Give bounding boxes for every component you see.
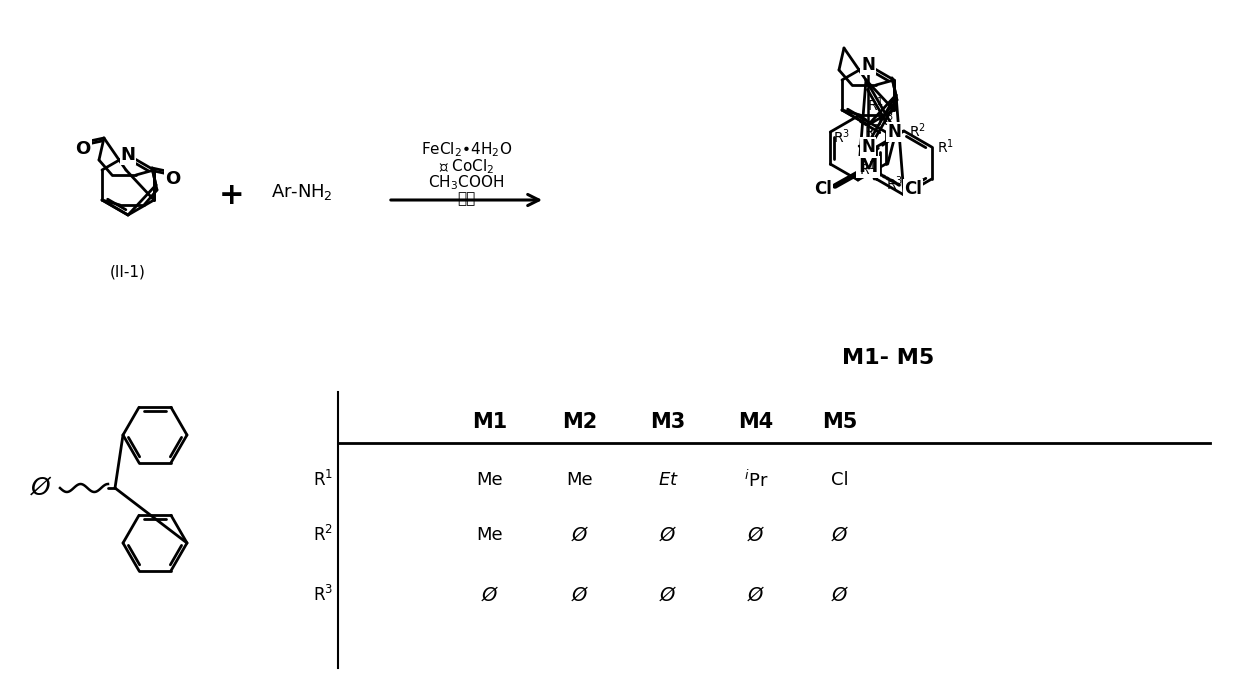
Text: $^i$Pr: $^i$Pr <box>743 469 768 491</box>
Text: $\it{Ø}$: $\it{Ø}$ <box>747 525 766 545</box>
Text: N: N <box>861 56 875 74</box>
Text: $\it{Ø}$: $\it{Ø}$ <box>31 476 53 500</box>
Text: $\it{Ø}$: $\it{Ø}$ <box>481 586 499 604</box>
Text: $\it{Et}$: $\it{Et}$ <box>658 471 679 489</box>
Text: M2: M2 <box>563 412 597 432</box>
Text: N: N <box>120 146 135 164</box>
Text: N: N <box>861 138 875 156</box>
Text: Cl: Cl <box>831 471 849 489</box>
Text: 回流: 回流 <box>457 191 476 207</box>
Text: R$^3$: R$^3$ <box>312 585 333 605</box>
Text: +: + <box>219 180 245 209</box>
Text: Ar-NH$_2$: Ar-NH$_2$ <box>271 182 333 202</box>
Text: Cl: Cl <box>814 180 831 198</box>
Text: N: N <box>887 123 901 141</box>
Text: R$^1$: R$^1$ <box>867 96 885 114</box>
Text: FeCl$_2$•4H$_2$O: FeCl$_2$•4H$_2$O <box>421 141 512 159</box>
Text: M1- M5: M1- M5 <box>841 348 934 368</box>
Text: O: O <box>76 140 90 158</box>
Text: R$^2$: R$^2$ <box>864 123 881 141</box>
Text: M: M <box>859 157 877 177</box>
Text: $\it{Ø}$: $\it{Ø}$ <box>571 525 590 545</box>
Text: M4: M4 <box>738 412 773 432</box>
Text: $\it{Ø}$: $\it{Ø}$ <box>659 525 678 545</box>
Text: R$^1$: R$^1$ <box>313 470 333 490</box>
Text: R$^2$: R$^2$ <box>313 525 333 545</box>
Text: R$^3$: R$^3$ <box>877 111 895 130</box>
Text: Me: Me <box>566 471 593 489</box>
Text: $\it{Ø}$: $\it{Ø}$ <box>747 586 766 604</box>
Text: R$^1$: R$^1$ <box>937 138 954 157</box>
Text: R$^3$: R$^3$ <box>834 128 850 146</box>
Text: M5: M5 <box>823 412 857 432</box>
Text: $\it{Ø}$: $\it{Ø}$ <box>831 525 849 545</box>
Text: $\it{Ø}$: $\it{Ø}$ <box>831 586 849 604</box>
Text: $\it{Ø}$: $\it{Ø}$ <box>571 586 590 604</box>
Text: R$^3$: R$^3$ <box>886 175 903 193</box>
Text: R$^1$: R$^1$ <box>859 159 876 178</box>
Text: R$^2$: R$^2$ <box>909 122 926 140</box>
Text: (II-1): (II-1) <box>110 265 146 279</box>
Text: 或 CoCl$_2$: 或 CoCl$_2$ <box>439 157 494 176</box>
Text: Me: Me <box>477 471 503 489</box>
Text: M1: M1 <box>472 412 508 432</box>
Text: M3: M3 <box>650 412 685 432</box>
Text: $\it{Ø}$: $\it{Ø}$ <box>659 586 678 604</box>
Text: CH$_3$COOH: CH$_3$COOH <box>429 174 504 193</box>
Text: Cl: Cl <box>904 180 922 198</box>
Text: Me: Me <box>477 526 503 544</box>
Text: O: O <box>165 170 181 188</box>
